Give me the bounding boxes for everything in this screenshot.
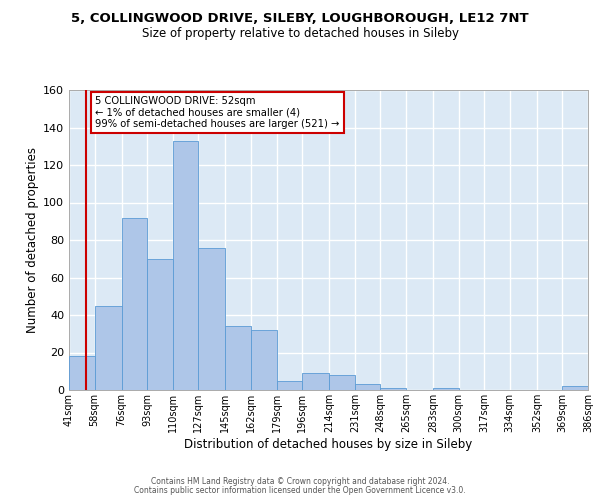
- Bar: [302, 373, 329, 390]
- Text: 5, COLLINGWOOD DRIVE, SILEBY, LOUGHBOROUGH, LE12 7NT: 5, COLLINGWOOD DRIVE, SILEBY, LOUGHBOROU…: [71, 12, 529, 26]
- Y-axis label: Number of detached properties: Number of detached properties: [26, 147, 39, 333]
- Bar: [433, 388, 458, 390]
- Bar: [251, 330, 277, 390]
- Bar: [147, 259, 173, 390]
- Text: Contains HM Land Registry data © Crown copyright and database right 2024.: Contains HM Land Registry data © Crown c…: [151, 477, 449, 486]
- Bar: [199, 248, 226, 390]
- Bar: [95, 306, 122, 390]
- Bar: [329, 375, 355, 390]
- Bar: [69, 356, 95, 390]
- Bar: [226, 326, 251, 390]
- Bar: [355, 384, 380, 390]
- Text: Contains public sector information licensed under the Open Government Licence v3: Contains public sector information licen…: [134, 486, 466, 495]
- X-axis label: Distribution of detached houses by size in Sileby: Distribution of detached houses by size …: [184, 438, 473, 450]
- Bar: [277, 380, 302, 390]
- Bar: [380, 388, 406, 390]
- Text: Size of property relative to detached houses in Sileby: Size of property relative to detached ho…: [142, 28, 458, 40]
- Text: 5 COLLINGWOOD DRIVE: 52sqm
← 1% of detached houses are smaller (4)
99% of semi-d: 5 COLLINGWOOD DRIVE: 52sqm ← 1% of detac…: [95, 96, 340, 129]
- Bar: [173, 140, 199, 390]
- Bar: [562, 386, 588, 390]
- Bar: [122, 218, 147, 390]
